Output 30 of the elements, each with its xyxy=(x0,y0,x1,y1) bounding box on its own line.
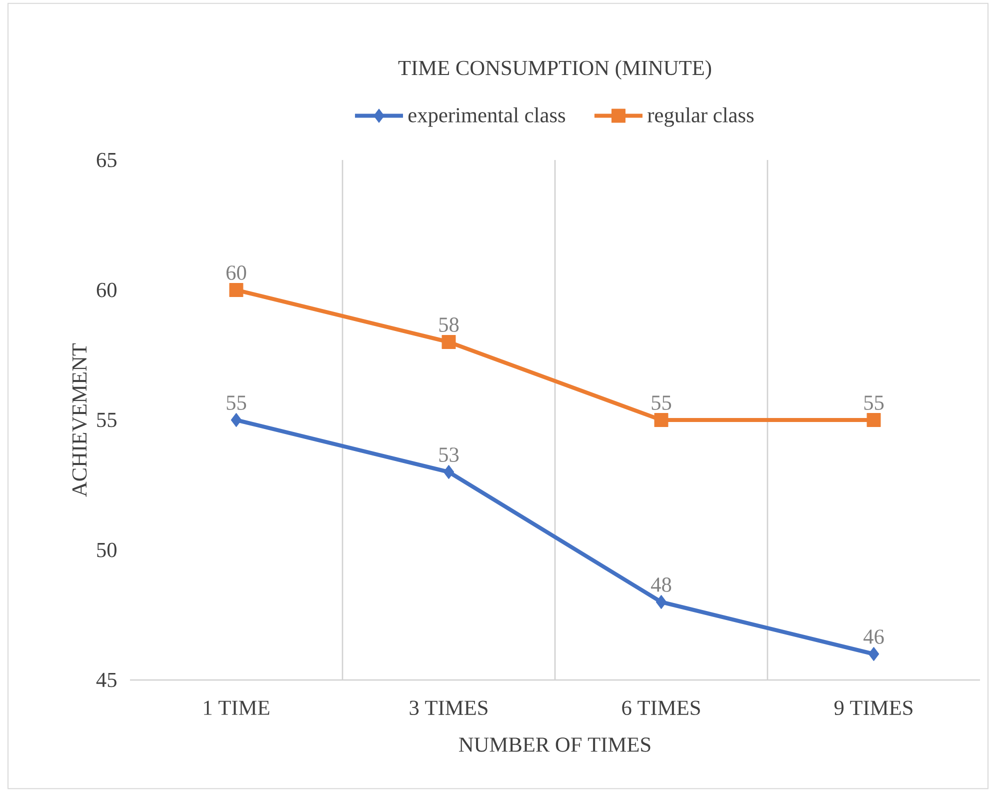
y-tick-label: 45 xyxy=(96,672,116,688)
x-tick-label: 9 TIMES xyxy=(834,700,912,716)
y-tick-label: 50 xyxy=(97,542,116,558)
y-tick-label: 60 xyxy=(96,282,116,298)
y-axis-title: ACHIEVEMENT xyxy=(72,343,87,497)
point xyxy=(868,646,880,661)
point xyxy=(866,413,881,427)
data-label: 58 xyxy=(439,318,459,332)
point xyxy=(654,413,668,427)
point xyxy=(229,283,244,297)
x-tick-label: 6 TIMES xyxy=(622,700,700,716)
point xyxy=(230,413,242,427)
x-axis-title: NUMBER OF TIMES xyxy=(459,738,650,752)
data-label: 46 xyxy=(864,630,884,644)
data-label: 48 xyxy=(651,578,672,592)
x-tick-label: 3 TIMES xyxy=(410,700,488,716)
y-tick-label: 65 xyxy=(96,152,116,168)
data-label: 55 xyxy=(652,396,672,410)
point xyxy=(443,465,454,479)
data-label: 60 xyxy=(226,266,246,280)
point xyxy=(442,335,456,349)
chart-title: TIME CONSUMPTION (MINUTE) xyxy=(398,60,712,80)
point xyxy=(656,595,667,609)
data-label: 55 xyxy=(226,396,246,410)
legend-label: experimental class xyxy=(408,107,566,127)
x-tick-label: 1 TIME xyxy=(204,700,270,715)
data-label: 53 xyxy=(439,448,459,462)
data-label: 55 xyxy=(864,396,884,410)
y-tick-label: 55 xyxy=(97,412,116,428)
legend-label: regular class xyxy=(648,107,754,127)
